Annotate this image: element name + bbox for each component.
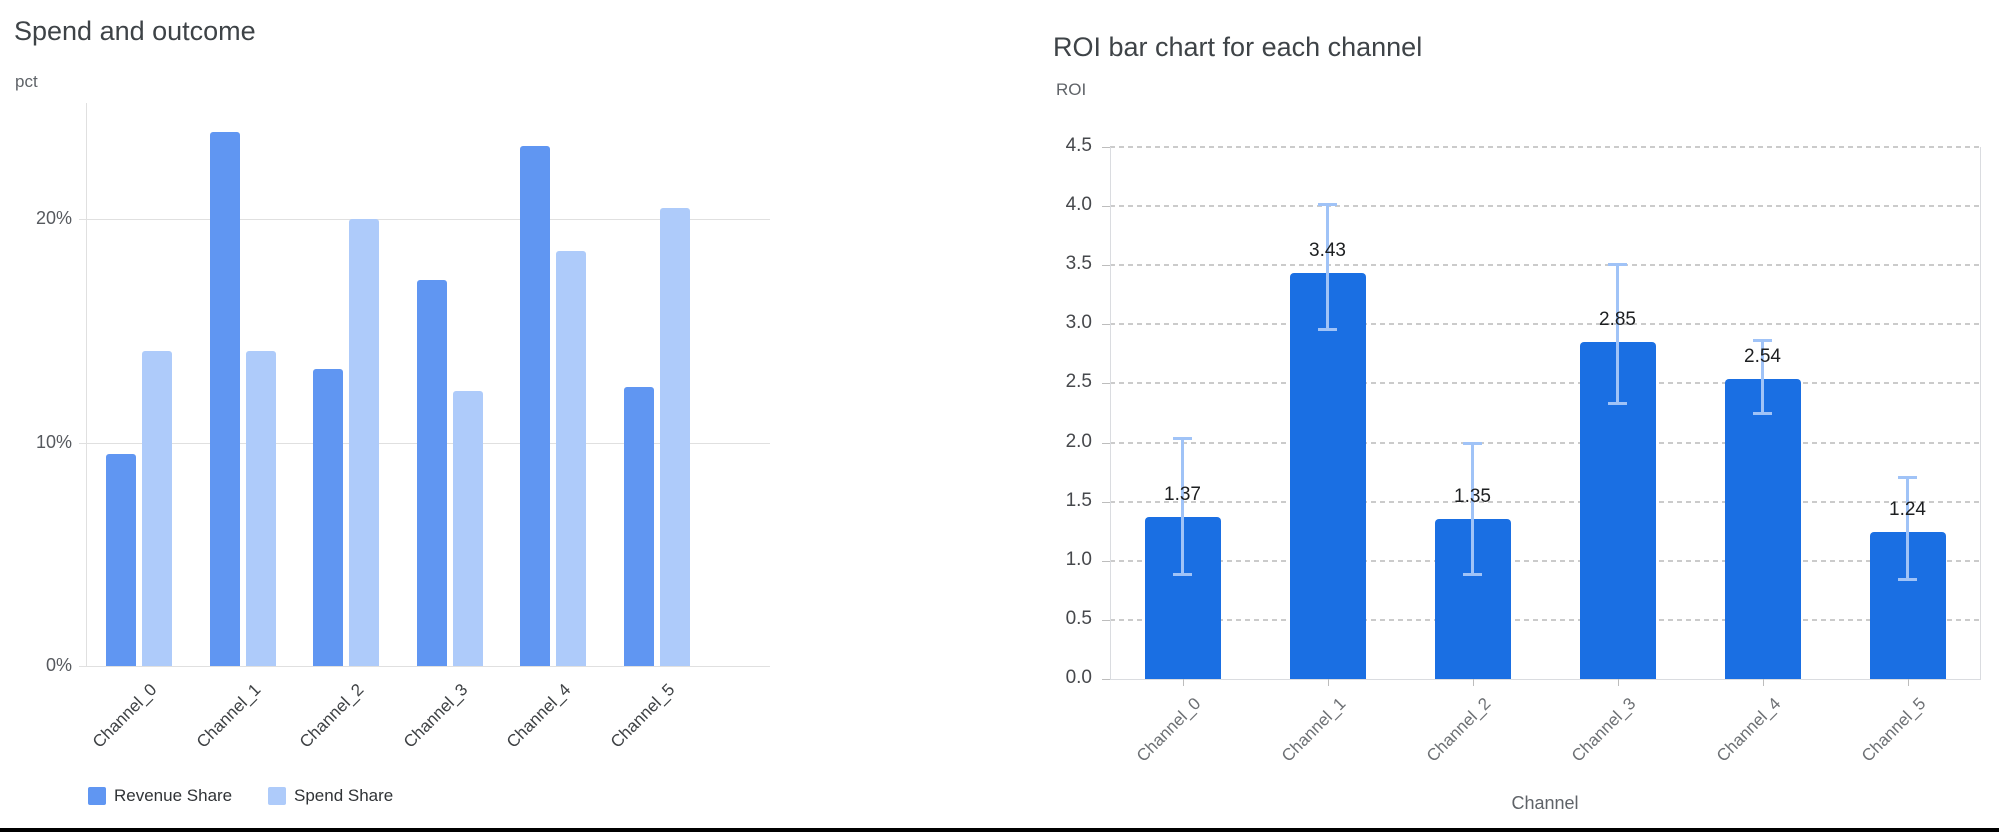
x-tick-mark	[1907, 679, 1909, 686]
bar-roi[interactable]	[1289, 273, 1366, 679]
right-x-axis-title: Channel	[1511, 793, 1579, 813]
gridline	[79, 219, 770, 220]
gridline	[1110, 264, 1980, 266]
y-tick-label: 0.5	[1065, 608, 1092, 629]
y-tick-label: 20%	[35, 208, 72, 228]
bar-value-label: 1.37	[1164, 484, 1201, 506]
y-tick-label: 1.5	[1065, 490, 1092, 511]
gridline	[1110, 146, 1980, 148]
error-bar-cap-bottom	[1463, 572, 1482, 576]
bar-value-label: 2.85	[1599, 309, 1636, 331]
bottom-divider	[0, 828, 1999, 832]
plot-border-left	[1110, 147, 1111, 679]
bar-revenue-share[interactable]	[520, 145, 550, 666]
right-chart: ROI bar chart for each channel ROI 0.0 0.…	[1000, 0, 1999, 838]
error-bar	[1906, 476, 1909, 580]
right-chart-title: ROI bar chart for each channel	[1053, 32, 1423, 62]
error-bar-cap-top	[1463, 441, 1482, 445]
y-axis-line	[86, 103, 87, 666]
error-bar-cap-top	[1318, 202, 1337, 206]
bar-revenue-share[interactable]	[623, 386, 654, 666]
bar-revenue-share[interactable]	[313, 369, 343, 666]
x-tick-mark	[1472, 679, 1474, 686]
bar-spend-share[interactable]	[349, 219, 379, 666]
y-tick-label: 3.5	[1065, 253, 1092, 274]
bar-revenue-share[interactable]	[209, 132, 240, 666]
error-bar-cap-bottom	[1753, 412, 1772, 416]
y-tick-label: 2.5	[1065, 371, 1092, 392]
gridline	[1110, 501, 1980, 503]
x-tick-mark	[1762, 679, 1764, 686]
x-tick-label: Channel_1	[1277, 694, 1349, 766]
x-tick-mark	[1327, 679, 1329, 686]
y-tick-label: 0%	[45, 655, 72, 675]
x-axis-line	[1110, 679, 1981, 680]
error-bar-cap-bottom	[1608, 401, 1627, 405]
x-tick-mark	[1182, 679, 1184, 686]
error-bar-cap-top	[1173, 436, 1192, 440]
left-chart: Spend and outcome pct 0% 10% 20% Channel_0 C…	[14, 16, 770, 805]
gridline	[1110, 619, 1980, 621]
bar-value-label: 1.35	[1454, 486, 1491, 508]
left-chart-title: Spend and outcome	[14, 16, 256, 46]
error-bar	[1471, 442, 1474, 575]
y-tick-mark	[1102, 147, 1110, 148]
y-tick-mark	[1102, 620, 1110, 621]
y-tick-mark	[1102, 206, 1110, 207]
y-tick-mark	[1102, 679, 1110, 680]
left-y-axis-unit-label: pct	[15, 72, 38, 91]
bar-spend-share[interactable]	[142, 351, 172, 666]
gridline	[1110, 323, 1980, 325]
gridline	[1110, 560, 1980, 562]
error-bar-cap-bottom	[1173, 572, 1192, 576]
error-bar	[1181, 437, 1184, 575]
left-plot-area: 0% 10% 20% Channel_0 Channel_1 Channel_2 Chann…	[35, 103, 770, 752]
x-tick-label: Channel_2	[1422, 694, 1494, 766]
y-tick-mark	[1102, 443, 1110, 444]
bar-value-label: 2.54	[1744, 345, 1781, 367]
y-tick-mark	[1102, 561, 1110, 562]
bar-value-label: 3.43	[1309, 240, 1346, 262]
bar-revenue-share[interactable]	[106, 453, 136, 666]
x-tick-mark	[1617, 679, 1619, 686]
bar-roi[interactable]	[1724, 378, 1801, 679]
y-tick-mark	[1102, 383, 1110, 384]
error-bar	[1326, 203, 1329, 331]
x-tick-label: Channel_3	[1567, 694, 1639, 766]
y-tick-label: 10%	[35, 432, 72, 452]
bar-spend-share[interactable]	[659, 208, 690, 666]
y-tick-mark	[1102, 324, 1110, 325]
error-bar	[1616, 264, 1619, 404]
x-tick-label: Channel_4	[1712, 694, 1784, 766]
gridline	[1110, 442, 1980, 444]
gridline	[1110, 382, 1980, 384]
bar-spend-share[interactable]	[452, 391, 483, 666]
gridline	[1110, 205, 1980, 207]
x-tick-label: Channel_0	[1132, 694, 1204, 766]
y-tick-label: 0.0	[1065, 667, 1092, 688]
bar-spend-share[interactable]	[556, 250, 586, 666]
y-tick-mark	[1102, 502, 1110, 503]
right-y-axis-unit-label: ROI	[1056, 80, 1087, 99]
error-bar-cap-bottom	[1898, 577, 1917, 581]
y-tick-mark	[1102, 265, 1110, 266]
plot-border-right	[1980, 147, 1981, 679]
error-bar-cap-top	[1608, 263, 1627, 267]
error-bar	[1761, 339, 1764, 415]
gridline	[79, 666, 770, 667]
error-bar-cap-top	[1898, 475, 1917, 479]
bar-spend-share[interactable]	[245, 351, 276, 666]
y-tick-label: 4.5	[1065, 135, 1092, 156]
bar-value-label: 1.24	[1889, 499, 1926, 521]
bar-revenue-share[interactable]	[416, 279, 447, 666]
y-tick-label: 4.0	[1065, 194, 1092, 215]
y-tick-label: 2.0	[1065, 431, 1092, 452]
y-tick-label: 1.0	[1065, 549, 1092, 570]
x-tick-label: Channel_5	[1857, 694, 1929, 766]
error-bar-cap-bottom	[1318, 328, 1337, 332]
error-bar-cap-top	[1753, 338, 1772, 342]
y-tick-label: 3.0	[1065, 312, 1092, 333]
